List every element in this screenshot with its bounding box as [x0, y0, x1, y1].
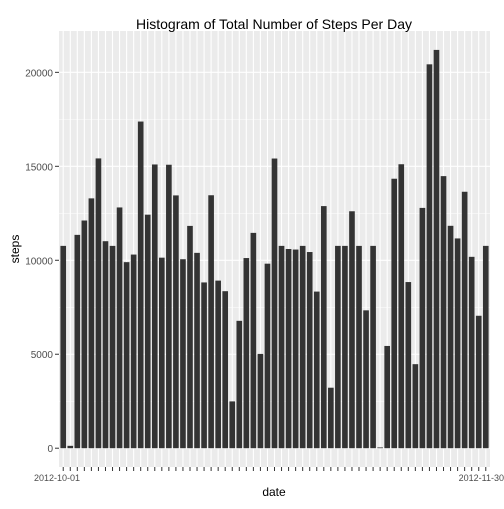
- chart-title: Histogram of Total Number of Steps Per D…: [136, 16, 412, 32]
- bar: [475, 315, 482, 449]
- bar: [243, 258, 250, 449]
- bar: [426, 64, 433, 449]
- bar: [292, 249, 299, 449]
- bar: [377, 447, 383, 449]
- bar: [433, 49, 440, 449]
- bar: [461, 191, 468, 449]
- bar: [151, 164, 158, 449]
- bar: [370, 245, 376, 449]
- y-axis-label: steps: [8, 235, 22, 264]
- bar: [356, 245, 362, 449]
- bar: [67, 445, 74, 449]
- bar: [278, 245, 285, 449]
- bar: [398, 164, 405, 449]
- x-tick-label-last: 2012-11-30: [459, 473, 504, 483]
- bar: [335, 245, 341, 449]
- bar: [137, 121, 144, 449]
- bar: [447, 225, 454, 449]
- y-tick-label: 0: [47, 444, 53, 455]
- bar: [74, 234, 81, 449]
- bar: [236, 320, 243, 449]
- bar: [285, 249, 292, 449]
- bar: [60, 245, 67, 449]
- x-axis-label: date: [262, 485, 286, 499]
- bar: [109, 245, 116, 449]
- bar: [405, 282, 412, 449]
- bar: [454, 238, 461, 449]
- bar: [440, 176, 447, 449]
- bar: [102, 241, 109, 449]
- bar: [130, 254, 137, 449]
- bar: [391, 178, 398, 449]
- bar: [81, 220, 88, 449]
- bar: [215, 280, 221, 449]
- bar: [328, 387, 334, 449]
- bar: [123, 262, 130, 449]
- bar: [468, 256, 475, 449]
- bar: [250, 232, 257, 449]
- bar: [173, 195, 179, 449]
- bar: [222, 291, 229, 449]
- bar: [349, 211, 355, 449]
- bar: [208, 195, 214, 449]
- bar: [342, 245, 348, 449]
- bar: [264, 263, 271, 449]
- bar: [257, 353, 264, 449]
- y-tick-label: 10000: [25, 256, 53, 267]
- bar: [194, 252, 200, 449]
- bar: [306, 252, 313, 449]
- y-tick-label: 5000: [31, 350, 54, 361]
- y-tick-label: 20000: [25, 68, 53, 79]
- bar: [271, 158, 278, 449]
- bar: [482, 245, 489, 449]
- bar: [412, 364, 419, 449]
- bar: [419, 207, 426, 449]
- bars: [60, 49, 489, 449]
- bar: [144, 214, 151, 449]
- bar: [313, 291, 320, 449]
- bar: [299, 245, 306, 449]
- bar: [201, 282, 207, 449]
- bar: [187, 225, 193, 449]
- axes: 0 5000 10000 15000 20000 2012-10-01 2012-11-30: [25, 68, 504, 483]
- bar: [88, 198, 95, 449]
- bar: [363, 310, 369, 449]
- bar: [95, 158, 102, 449]
- bar: [320, 206, 327, 449]
- bar: [116, 207, 123, 449]
- bar: [229, 401, 236, 449]
- bar: [384, 345, 390, 449]
- bar: [180, 259, 186, 449]
- bar: [166, 164, 172, 449]
- y-tick-label: 15000: [25, 162, 53, 173]
- bar: [159, 257, 165, 449]
- x-tick-label-first: 2012-10-01: [34, 473, 80, 483]
